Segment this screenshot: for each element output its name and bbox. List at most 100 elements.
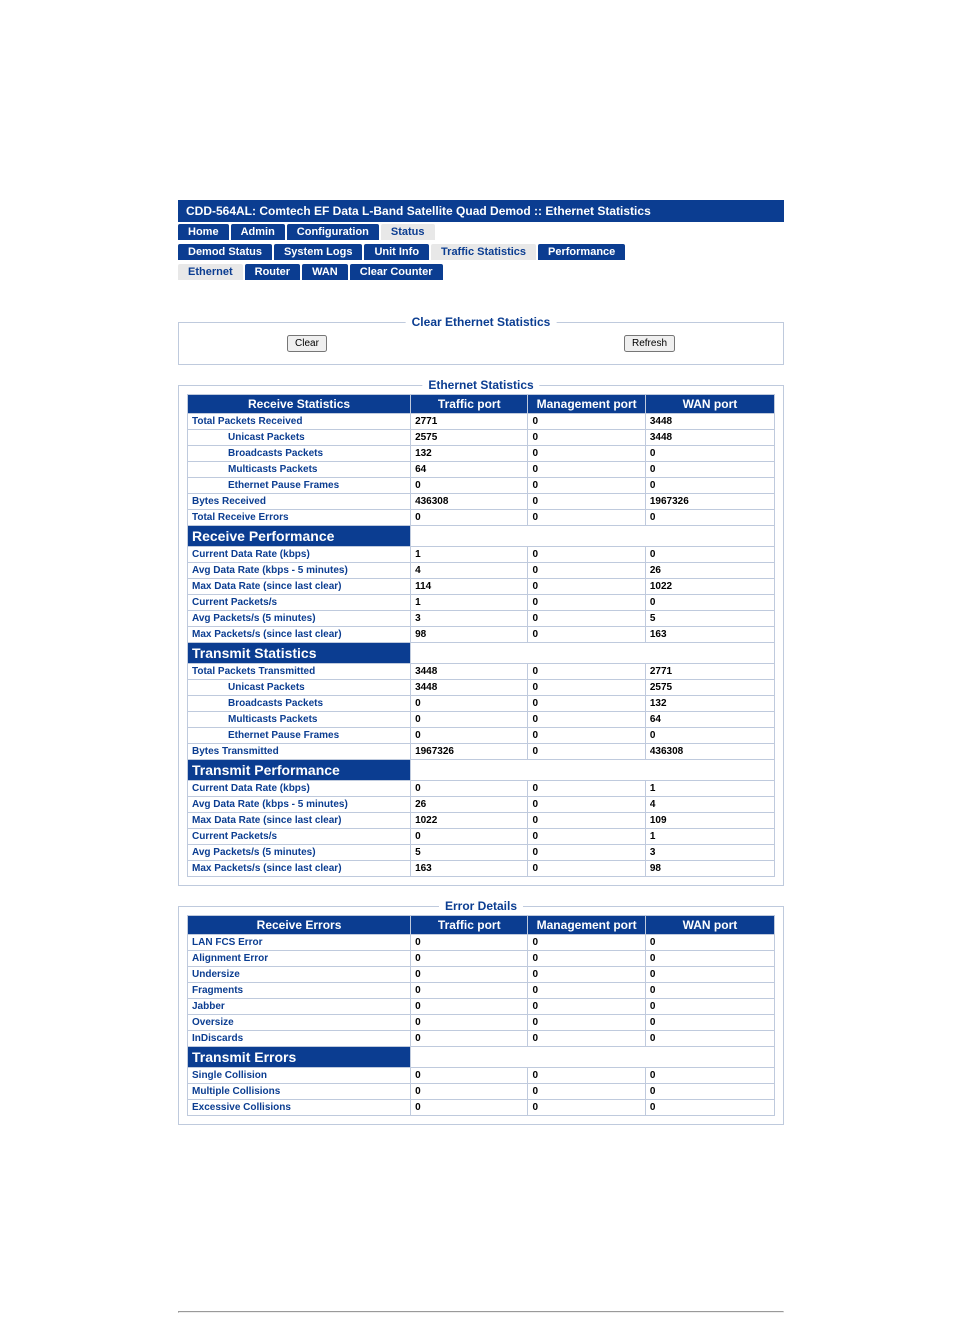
- table-row: Undersize000: [188, 967, 775, 983]
- row-label: Ethernet Pause Frames: [188, 478, 411, 494]
- table-row: Max Data Rate (since last clear)10220109: [188, 813, 775, 829]
- cell-value: 0: [528, 935, 645, 951]
- table-row: Max Data Rate (since last clear)11401022: [188, 579, 775, 595]
- cell-value: 0: [528, 595, 645, 611]
- table-row: Current Data Rate (kbps)001: [188, 781, 775, 797]
- nav-tab-home[interactable]: Home: [178, 224, 229, 240]
- cell-value: 0: [411, 1031, 528, 1047]
- cell-value: 436308: [645, 744, 774, 760]
- row-label: Max Packets/s (since last clear): [188, 861, 411, 877]
- row-label: Oversize: [188, 1015, 411, 1031]
- column-header-management-port: Management port: [528, 916, 645, 935]
- cell-value: 3448: [645, 414, 774, 430]
- column-header-wan-port: WAN port: [645, 916, 774, 935]
- nav-tab-clear-counter[interactable]: Clear Counter: [350, 264, 443, 280]
- clear-statistics-panel: Clear Ethernet Statistics Clear Refresh: [178, 322, 784, 365]
- cell-value: 3: [411, 611, 528, 627]
- ethernet-statistics-table: Receive StatisticsTraffic portManagement…: [187, 394, 775, 877]
- error-details-panel: Error Details Receive ErrorsTraffic port…: [178, 906, 784, 1125]
- cell-value: 2575: [411, 430, 528, 446]
- cell-value: 436308: [411, 494, 528, 510]
- cell-value: 0: [645, 1031, 774, 1047]
- row-label: Unicast Packets: [188, 680, 411, 696]
- cell-value: 0: [411, 829, 528, 845]
- cell-value: 3448: [411, 664, 528, 680]
- nav-tab-system-logs[interactable]: System Logs: [274, 244, 362, 260]
- cell-value: 132: [411, 446, 528, 462]
- cell-value: 0: [528, 414, 645, 430]
- table-row: Avg Data Rate (kbps - 5 minutes)2604: [188, 797, 775, 813]
- cell-value: 2771: [411, 414, 528, 430]
- cell-value: 0: [645, 935, 774, 951]
- cell-value: 0: [411, 967, 528, 983]
- row-label: Max Packets/s (since last clear): [188, 627, 411, 643]
- tertiary-nav: EthernetRouterWANClear Counter: [178, 262, 784, 282]
- table-row: Total Receive Errors000: [188, 510, 775, 526]
- ethernet-legend: Ethernet Statistics: [422, 378, 539, 392]
- cell-value: 0: [528, 510, 645, 526]
- row-label: Current Data Rate (kbps): [188, 781, 411, 797]
- nav-tab-unit-info[interactable]: Unit Info: [364, 244, 429, 260]
- row-label: Fragments: [188, 983, 411, 999]
- cell-value: 0: [528, 462, 645, 478]
- cell-value: 0: [528, 1068, 645, 1084]
- table-row: Ethernet Pause Frames000: [188, 478, 775, 494]
- row-label: Broadcasts Packets: [188, 446, 411, 462]
- table-row: Fragments000: [188, 983, 775, 999]
- secondary-nav: Demod StatusSystem LogsUnit InfoTraffic …: [178, 242, 784, 262]
- row-label: Jabber: [188, 999, 411, 1015]
- cell-value: 0: [528, 696, 645, 712]
- cell-value: 0: [645, 462, 774, 478]
- nav-tab-wan[interactable]: WAN: [302, 264, 348, 280]
- cell-value: 0: [528, 744, 645, 760]
- table-row: Total Packets Transmitted344802771: [188, 664, 775, 680]
- cell-value: 0: [411, 1015, 528, 1031]
- nav-tab-router[interactable]: Router: [245, 264, 300, 280]
- row-label: Multiple Collisions: [188, 1084, 411, 1100]
- refresh-button[interactable]: Refresh: [624, 335, 675, 352]
- cell-value: 1: [645, 781, 774, 797]
- row-label: Avg Packets/s (5 minutes): [188, 611, 411, 627]
- nav-tab-demod-status[interactable]: Demod Status: [178, 244, 272, 260]
- cell-value: 98: [411, 627, 528, 643]
- cell-value: 163: [411, 861, 528, 877]
- cell-value: 0: [411, 1084, 528, 1100]
- cell-value: 0: [528, 547, 645, 563]
- cell-value: 0: [528, 494, 645, 510]
- nav-tab-status[interactable]: Status: [381, 224, 435, 240]
- cell-value: 0: [411, 781, 528, 797]
- cell-value: 0: [645, 1100, 774, 1116]
- cell-value: 132: [645, 696, 774, 712]
- cell-value: 1022: [645, 579, 774, 595]
- nav-tab-admin[interactable]: Admin: [231, 224, 285, 240]
- cell-value: 0: [645, 595, 774, 611]
- cell-value: 0: [528, 611, 645, 627]
- nav-tab-ethernet[interactable]: Ethernet: [178, 264, 243, 280]
- nav-tab-traffic-statistics[interactable]: Traffic Statistics: [431, 244, 536, 260]
- cell-value: 0: [645, 1015, 774, 1031]
- nav-tab-configuration[interactable]: Configuration: [287, 224, 379, 240]
- cell-value: 0: [645, 951, 774, 967]
- cell-value: 1: [411, 547, 528, 563]
- cell-value: 0: [528, 478, 645, 494]
- table-row: Max Packets/s (since last clear)980163: [188, 627, 775, 643]
- clear-legend: Clear Ethernet Statistics: [406, 315, 557, 329]
- cell-value: 0: [645, 478, 774, 494]
- row-label: Alignment Error: [188, 951, 411, 967]
- cell-value: 0: [528, 627, 645, 643]
- row-label: Undersize: [188, 967, 411, 983]
- row-label: Current Data Rate (kbps): [188, 547, 411, 563]
- cell-value: 0: [528, 579, 645, 595]
- table-row: Unicast Packets344802575: [188, 680, 775, 696]
- table-row: Avg Data Rate (kbps - 5 minutes)4026: [188, 563, 775, 579]
- nav-tab-performance[interactable]: Performance: [538, 244, 625, 260]
- cell-value: 0: [645, 446, 774, 462]
- cell-value: 109: [645, 813, 774, 829]
- row-label: Current Packets/s: [188, 829, 411, 845]
- error-details-table: Receive ErrorsTraffic portManagement por…: [187, 915, 775, 1116]
- clear-button[interactable]: Clear: [287, 335, 327, 352]
- cell-value: 0: [528, 1015, 645, 1031]
- cell-value: 0: [645, 999, 774, 1015]
- table-row: Total Packets Received277103448: [188, 414, 775, 430]
- row-label: Avg Data Rate (kbps - 5 minutes): [188, 563, 411, 579]
